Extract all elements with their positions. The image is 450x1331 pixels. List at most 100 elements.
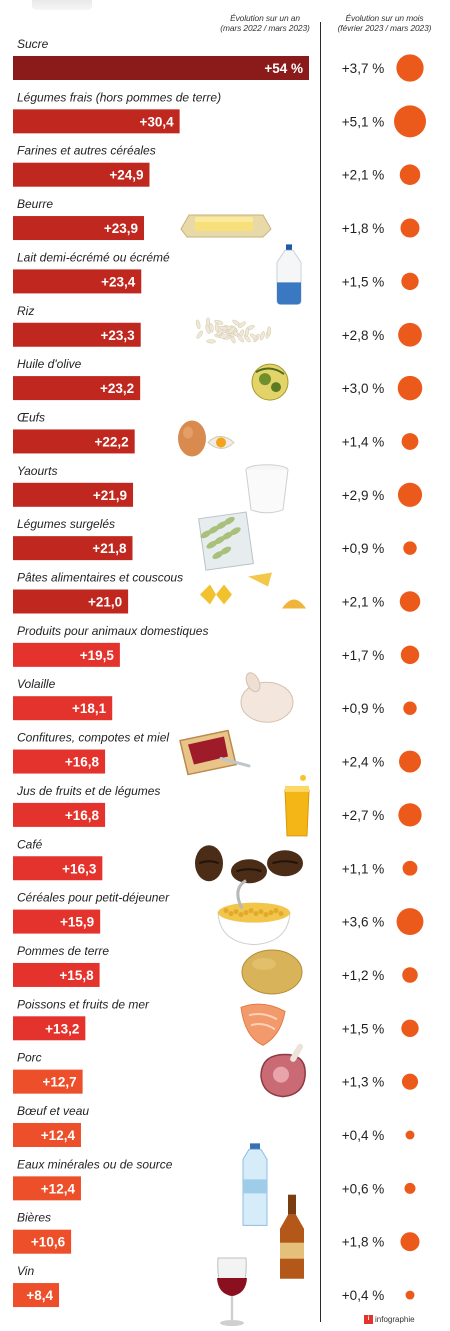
year-bar: [13, 1069, 83, 1094]
category-label: Céréales pour petit-déjeuner: [17, 891, 170, 905]
year-value-label: +21,9: [93, 488, 127, 503]
chart-row: Volaille +18,1 +0,9 %: [13, 677, 417, 721]
footer-credit: i infographie: [364, 1315, 415, 1324]
month-value-label: +2,9 %: [342, 488, 384, 503]
year-value-label: +24,9: [109, 168, 143, 183]
chicken-icon: [240, 672, 294, 723]
pasta-icon: [200, 572, 306, 609]
year-bar: [13, 536, 133, 561]
infographie-logo-icon: i: [364, 1315, 373, 1324]
chart-row: Pommes de terre +15,8 +1,2 %: [13, 944, 418, 987]
year-value-label: +23,4: [101, 274, 136, 289]
category-label: Sucre: [17, 37, 49, 51]
coffee-beans-icon: [195, 845, 303, 884]
month-header-line2: (février 2023 / mars 2023): [337, 23, 432, 33]
potato-icon: [241, 949, 303, 995]
chart-row: Farines et autres céréales +24,9 +2,1 %: [13, 144, 421, 187]
category-label: Pommes de terre: [17, 944, 109, 958]
footer-text: infographie: [375, 1315, 415, 1324]
year-value-label: +22,2: [95, 434, 129, 449]
category-label: Lait demi-écrémé ou écrémé: [17, 250, 170, 264]
month-value-label: +2,8 %: [342, 328, 384, 343]
year-bar: [13, 589, 129, 614]
year-value-label: +23,9: [104, 221, 138, 236]
ham-icon: [260, 1043, 306, 1098]
year-value-label: +16,8: [65, 755, 100, 770]
chart-row: Lait demi-écrémé ou écrémé +23,4 +1,5 %: [13, 250, 419, 294]
month-value-label: +1,4 %: [342, 434, 384, 449]
category-label: Jus de fruits et de légumes: [16, 784, 160, 798]
year-bar: [13, 1123, 81, 1147]
rice-icon: [195, 317, 272, 344]
chart-row: Porc+12,7 +1,3 %: [13, 1051, 419, 1094]
category-label: Confitures, compotes et miel: [17, 731, 169, 745]
category-label: Eaux minérales ou de source: [17, 1157, 173, 1171]
year-bar: [13, 109, 180, 134]
chart-row: Café +16,3 +1,1 %: [13, 837, 418, 881]
month-dot: [396, 908, 424, 936]
category-label: Légumes surgelés: [17, 517, 115, 531]
month-value-label: +1,8 %: [342, 221, 384, 236]
category-label: Légumes frais (hors pommes de terre): [17, 90, 221, 104]
category-label: Œufs: [17, 410, 45, 424]
year-value-label: +10,6: [31, 1235, 66, 1250]
category-label: Poissons et fruits de mer: [17, 997, 150, 1011]
year-value-label: +19,5: [80, 648, 115, 663]
month-value-label: +0,6 %: [342, 1181, 384, 1196]
chart-row: Poissons et fruits de mer +13,2 +1,5 %: [13, 997, 419, 1041]
month-value-label: +1,8 %: [342, 1235, 384, 1250]
month-value-label: +3,6 %: [342, 915, 384, 930]
chart-row: Bières +10,6 +1,8 %: [13, 1211, 420, 1254]
chart-row: Bœuf et veau +12,4 +0,4 %: [13, 1104, 415, 1147]
chart-row: Confitures, compotes et miel +16,8 +2,4 %: [13, 731, 421, 774]
year-bar: [13, 1016, 86, 1041]
month-dot: [402, 860, 418, 876]
month-dot: [398, 803, 422, 827]
year-header-line1: Évolution sur un an: [230, 13, 300, 23]
year-bar: [13, 1229, 72, 1254]
year-bar: [13, 376, 141, 401]
month-dot: [397, 375, 423, 401]
category-label: Beurre: [17, 197, 53, 211]
cereal-bowl-icon: [217, 879, 291, 946]
year-bar: [13, 482, 134, 507]
month-dot: [404, 1182, 416, 1194]
month-value-label: +0,9 %: [342, 701, 384, 716]
month-value-label: +2,1 %: [342, 595, 384, 610]
year-value-label: +18,1: [72, 701, 107, 716]
month-dot: [403, 701, 417, 715]
year-bar: [13, 322, 141, 347]
month-value-label: +5,1 %: [342, 114, 384, 129]
year-bar: [13, 696, 113, 721]
year-bar: [13, 269, 142, 294]
month-dot: [401, 1019, 419, 1037]
year-value-label: +16,8: [65, 808, 100, 823]
month-value-label: +0,4 %: [342, 1128, 384, 1143]
chart-row: Beurre +23,9 +1,8 %: [13, 197, 420, 241]
butter-icon: [180, 214, 272, 238]
yogurt-icon: [245, 464, 289, 514]
salmon-icon: [240, 1003, 286, 1046]
frozen-vegetables-icon: [198, 511, 254, 571]
year-header-line2: (mars 2022 / mars 2023): [220, 23, 310, 33]
year-bar: [13, 1176, 81, 1201]
year-value-label: +23,2: [100, 381, 134, 396]
month-value-label: +0,9 %: [342, 541, 384, 556]
year-column-header: Évolution sur un an (mars 2022 / mars 20…: [206, 13, 324, 33]
category-label: Café: [17, 837, 43, 851]
chart-row: Vin +8,4 +0,4 %: [13, 1264, 415, 1308]
category-label: Porc: [17, 1051, 42, 1065]
month-dot: [400, 645, 420, 665]
month-dot: [400, 218, 420, 238]
year-value-label: +12,4: [41, 1128, 76, 1143]
chart-row: Sucre +54 % +3,7 %: [13, 37, 424, 82]
egg-icon: [178, 420, 235, 457]
month-dot: [394, 105, 426, 138]
year-bar: [13, 56, 309, 80]
category-label: Pâtes alimentaires et couscous: [17, 571, 183, 585]
year-value-label: +30,4: [139, 114, 174, 129]
chart-row: Riz +23,3 +2,8 %: [13, 304, 422, 347]
month-value-label: +3,0 %: [342, 381, 384, 396]
chart-row: Produits pour animaux domestiques +19,5 +1…: [13, 624, 420, 667]
year-value-label: +21,0: [88, 595, 122, 610]
